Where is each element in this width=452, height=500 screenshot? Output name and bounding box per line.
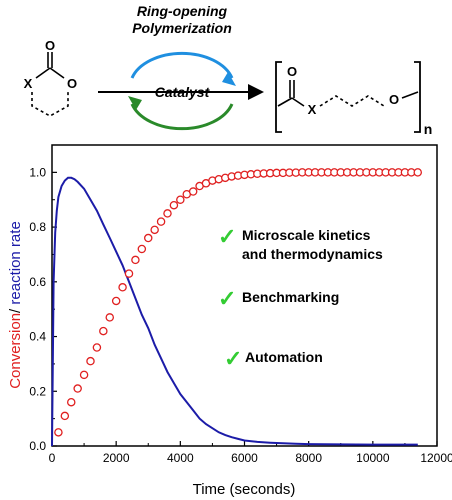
x-axis-label: Time (seconds) xyxy=(193,481,296,498)
conversion-point xyxy=(67,397,76,407)
conversion-point xyxy=(79,370,89,380)
polymer-carbonyl-o: O xyxy=(287,64,297,79)
catalytic-cycle: Catalyst xyxy=(128,51,236,131)
y-axis-label: Conversion/ reaction rate xyxy=(7,221,24,389)
y-axis-label-part: Conversion xyxy=(7,313,24,389)
ring-bond-c-o xyxy=(49,67,65,79)
x-tick-label: 8000 xyxy=(295,451,322,465)
conversion-point xyxy=(156,217,166,226)
conversion-point xyxy=(163,209,172,218)
ring-bond-c-x xyxy=(35,67,51,79)
y-tick-label: 1.0 xyxy=(29,165,46,179)
catalyst-label: Catalyst xyxy=(155,84,211,100)
conversion-point xyxy=(124,269,134,278)
conversion-point xyxy=(54,428,63,437)
cycle-arc-green xyxy=(130,103,234,131)
feature-item-benchmarking: ✓ Benchmarking xyxy=(218,286,339,311)
monomer-ring-o: O xyxy=(67,76,77,91)
feature-benchmarking-label: Benchmarking xyxy=(242,289,339,305)
y-tick-label: 0.0 xyxy=(29,439,46,453)
x-tick-label: 12000 xyxy=(420,451,452,465)
cycle-arc-blue xyxy=(130,51,234,79)
check-icon: ✓ xyxy=(218,224,236,249)
y-tick-label: 0.6 xyxy=(29,275,46,289)
polymer-dashed-chain xyxy=(319,95,385,107)
x-tick-label: 10000 xyxy=(356,451,390,465)
conversion-point xyxy=(131,255,140,265)
y-axis-label-part: reaction rate xyxy=(7,221,24,304)
conversion-point xyxy=(188,187,198,196)
conversion-point xyxy=(92,343,102,352)
polymer-chain-start xyxy=(277,97,293,107)
conversion-point xyxy=(176,195,185,204)
y-tick-label: 0.4 xyxy=(29,330,46,344)
x-tick-label: 6000 xyxy=(231,451,258,465)
chart-ticks: 0 2000 4000 6000 8000 10000 12000 0.0 0.2 0.4 0.6 0… xyxy=(29,144,452,465)
y-tick-label: 0.8 xyxy=(29,220,46,234)
ring-dashed-backbone xyxy=(31,92,69,117)
conversion-point xyxy=(99,326,108,336)
x-tick-label: 4000 xyxy=(167,451,194,465)
conversion-point xyxy=(150,225,159,235)
conversion-point xyxy=(413,168,422,177)
scheme-title-line2: Polymerization xyxy=(132,20,232,36)
conversion-point xyxy=(118,283,127,292)
conversion-point xyxy=(143,233,153,243)
cycle-arrow-blue xyxy=(222,72,236,86)
polymer-structure: O X O n xyxy=(275,61,433,137)
polymer-bond-c-x xyxy=(291,97,305,107)
polymer-chain-end xyxy=(401,91,419,99)
conversion-point xyxy=(137,244,147,254)
feature-automation-label: Automation xyxy=(245,349,323,365)
feature-kinetics-line1: Microscale kinetics xyxy=(242,227,371,243)
feature-list: ✓ Microscale kinetics and thermodynamics… xyxy=(218,224,383,371)
reaction-scheme: O X O Catalyst Ring-opening Polymerizati… xyxy=(24,3,433,137)
rate-line xyxy=(51,176,418,447)
conversion-point xyxy=(73,384,82,393)
conversion-point xyxy=(60,411,70,421)
feature-kinetics-line2: and thermodynamics xyxy=(242,246,383,262)
scheme-title-line1: Ring-opening xyxy=(137,3,228,19)
repeat-bracket-left xyxy=(275,61,282,133)
y-tick-label: 0.2 xyxy=(29,384,46,398)
conversion-point xyxy=(105,313,115,322)
polymer-repeat-n: n xyxy=(424,121,433,137)
y-axis-label-part: / xyxy=(7,305,24,313)
cycle-arrow-green xyxy=(128,96,142,110)
rate-series xyxy=(51,176,418,447)
x-tick-label: 2000 xyxy=(103,451,130,465)
monomer-x-atom: X xyxy=(24,76,33,91)
conversion-point xyxy=(169,200,179,210)
conversion-series xyxy=(54,168,422,437)
conversion-point xyxy=(111,296,121,306)
check-icon: ✓ xyxy=(224,346,242,371)
monomer-structure: O X O xyxy=(24,38,77,117)
check-icon: ✓ xyxy=(218,286,236,311)
polymer-x-atom: X xyxy=(308,102,317,117)
conversion-rate-chart: 0 2000 4000 6000 8000 10000 12000 0.0 0.2 0.4 0.6 0… xyxy=(7,144,452,498)
monomer-carbonyl-o: O xyxy=(45,38,55,53)
repeat-bracket-right xyxy=(414,61,421,133)
x-tick-label: 0 xyxy=(49,451,56,465)
feature-item-kinetics: ✓ Microscale kinetics and thermodynamics xyxy=(218,224,383,262)
polymer-ether-o: O xyxy=(389,92,399,107)
feature-item-automation: ✓ Automation xyxy=(224,346,323,371)
conversion-point xyxy=(86,356,95,366)
